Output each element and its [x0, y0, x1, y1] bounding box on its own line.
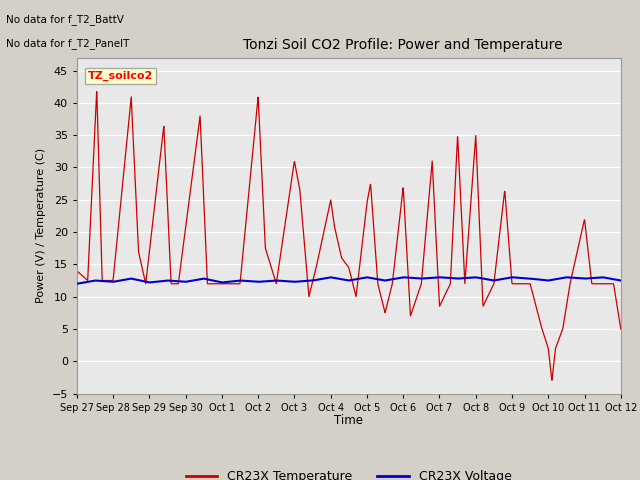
Text: TZ_soilco2: TZ_soilco2	[88, 71, 153, 81]
Y-axis label: Power (V) / Temperature (C): Power (V) / Temperature (C)	[36, 148, 46, 303]
Legend: CR23X Temperature, CR23X Voltage: CR23X Temperature, CR23X Voltage	[181, 465, 516, 480]
X-axis label: Time: Time	[334, 414, 364, 427]
Text: No data for f_T2_BattV: No data for f_T2_BattV	[6, 14, 124, 25]
Title: Tonzi Soil CO2 Profile: Power and Temperature: Tonzi Soil CO2 Profile: Power and Temper…	[243, 38, 563, 52]
Text: No data for f_T2_PanelT: No data for f_T2_PanelT	[6, 38, 130, 49]
